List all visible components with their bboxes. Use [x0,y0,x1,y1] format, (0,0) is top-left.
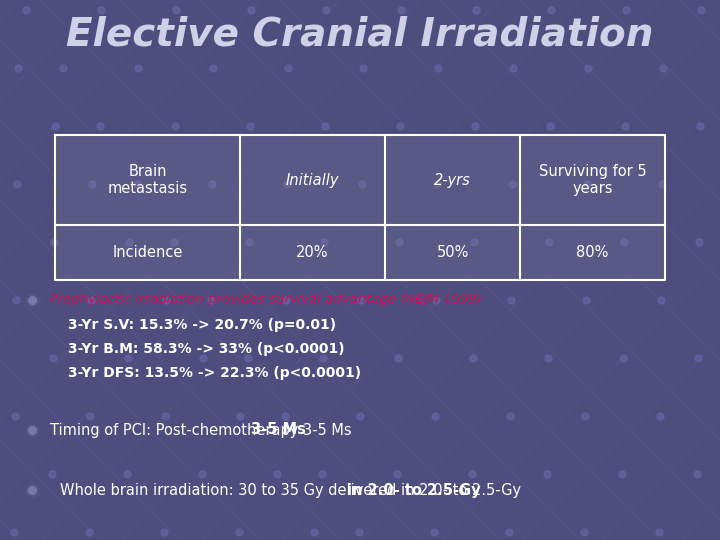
Text: 20%: 20% [296,245,329,260]
Text: Incidence: Incidence [112,245,183,260]
Text: 2-yrs: 2-yrs [434,172,471,187]
Text: 80%: 80% [576,245,608,260]
Text: 3-Yr S.V: 15.3% -> 20.7% (p=0.01): 3-Yr S.V: 15.3% -> 20.7% (p=0.01) [68,318,336,332]
Text: Surviving for 5
years: Surviving for 5 years [539,164,647,196]
Text: 3-Yr DFS: 13.5% -> 22.3% (p<0.0001): 3-Yr DFS: 13.5% -> 22.3% (p<0.0001) [68,366,361,380]
Text: 3-5 Ms: 3-5 Ms [251,422,306,437]
Text: Elective Cranial Irradiation: Elective Cranial Irradiation [66,15,654,53]
Text: Prophylactic irradiation provides survival advantage (NEJM 1999):: Prophylactic irradiation provides surviv… [50,294,487,307]
Text: in 2.0- to 2.5-Gy: in 2.0- to 2.5-Gy [347,483,480,497]
Bar [55,135,665,280]
Text: Initially: Initially [286,172,339,187]
Text: 3-Yr B.M: 58.3% -> 33% (p<0.0001): 3-Yr B.M: 58.3% -> 33% (p<0.0001) [68,342,345,356]
Text: Brain
metastasis: Brain metastasis [107,164,188,196]
Text: Timing of PCI: Post-chemotherapy 3-5 Ms: Timing of PCI: Post-chemotherapy 3-5 Ms [50,422,351,437]
Text: 50%: 50% [436,245,469,260]
Text: Whole brain irradiation: 30 to 35 Gy delivered in 2.0- to 2.5-Gy: Whole brain irradiation: 30 to 35 Gy del… [60,483,521,497]
